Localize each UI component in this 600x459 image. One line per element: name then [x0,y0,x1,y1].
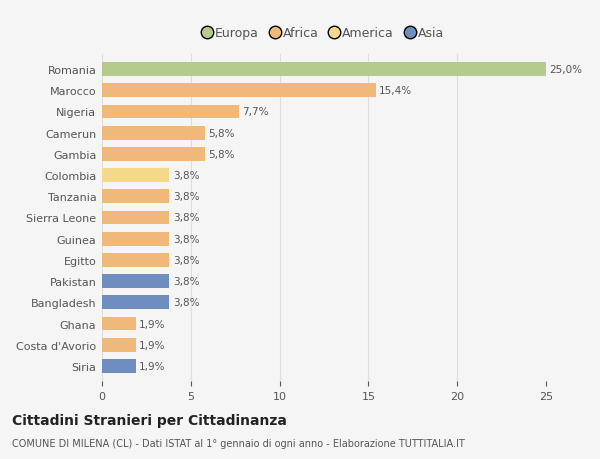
Text: 5,8%: 5,8% [209,129,235,138]
Text: 3,8%: 3,8% [173,234,200,244]
Bar [102,169,169,183]
Bar [102,253,169,267]
Text: 3,8%: 3,8% [173,298,200,308]
Text: Cittadini Stranieri per Cittadinanza: Cittadini Stranieri per Cittadinanza [12,414,287,428]
Text: 3,8%: 3,8% [173,192,200,202]
Text: 25,0%: 25,0% [550,65,583,75]
Bar [102,232,169,246]
Text: 3,8%: 3,8% [173,171,200,181]
Text: 1,9%: 1,9% [139,361,166,371]
Text: COMUNE DI MILENA (CL) - Dati ISTAT al 1° gennaio di ogni anno - Elaborazione TUT: COMUNE DI MILENA (CL) - Dati ISTAT al 1°… [12,438,465,448]
Bar [102,211,169,225]
Bar [102,63,546,77]
Bar [102,148,205,162]
Bar [102,274,169,288]
Text: 7,7%: 7,7% [242,107,269,117]
Bar [102,127,205,140]
Bar [102,359,136,373]
Bar [102,84,376,98]
Bar [102,338,136,352]
Bar [102,296,169,309]
Text: 1,9%: 1,9% [139,319,166,329]
Text: 5,8%: 5,8% [209,150,235,160]
Bar [102,105,239,119]
Text: 15,4%: 15,4% [379,86,412,96]
Text: 3,8%: 3,8% [173,255,200,265]
Text: 1,9%: 1,9% [139,340,166,350]
Legend: Europa, Africa, America, Asia: Europa, Africa, America, Asia [199,22,449,45]
Text: 3,8%: 3,8% [173,213,200,223]
Bar [102,317,136,331]
Text: 3,8%: 3,8% [173,276,200,286]
Bar [102,190,169,204]
